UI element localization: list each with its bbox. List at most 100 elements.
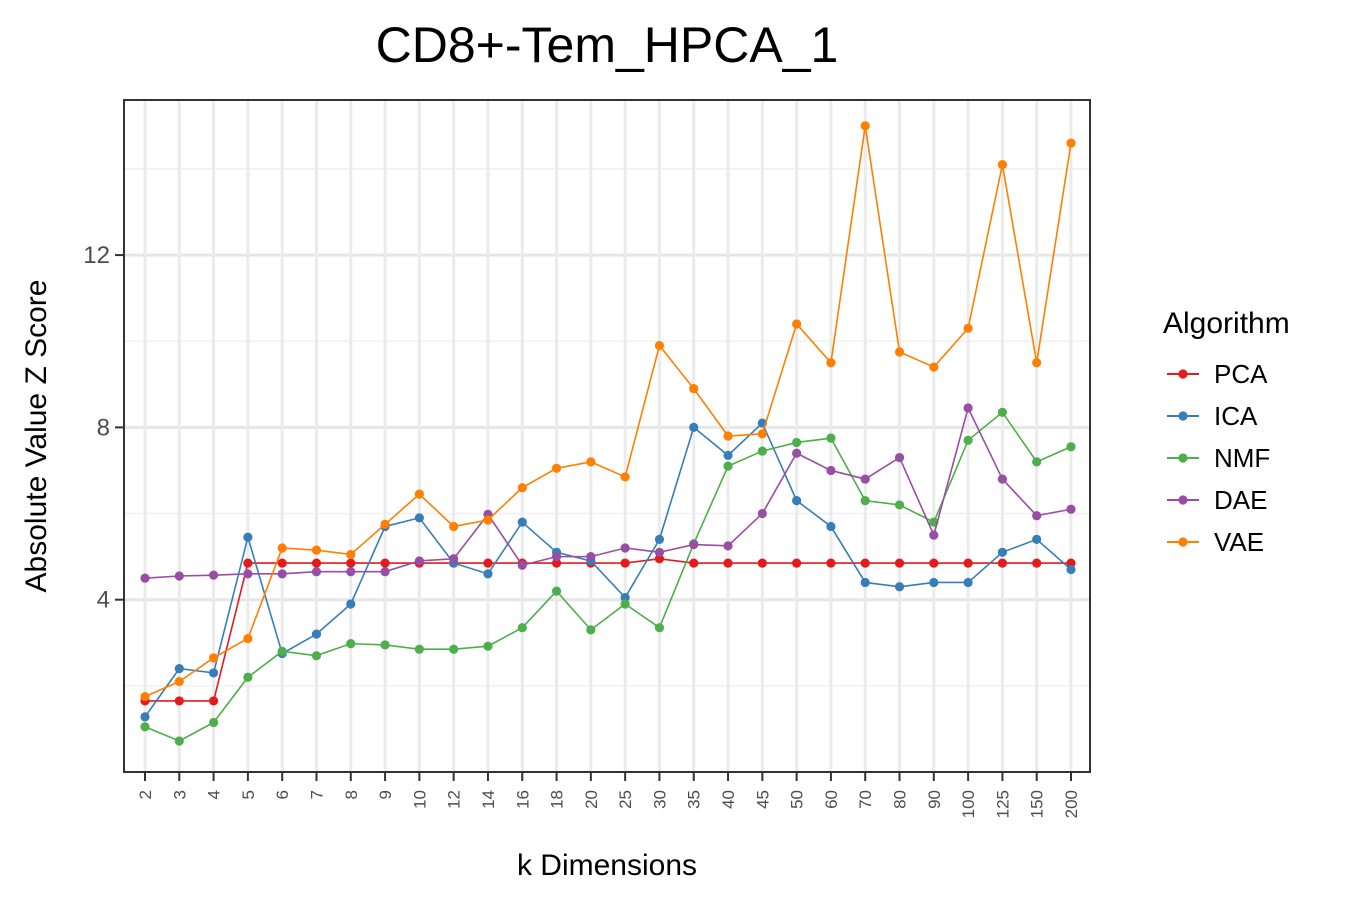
- data-point-pca: [654, 554, 665, 564]
- data-point-vae: [551, 463, 562, 473]
- legend-item-vae: VAE: [1167, 527, 1264, 557]
- data-point-dae: [586, 552, 596, 562]
- x-axis: 2 3 4 5 6 7 8 9 10 12 14 16 18 20 25 30 35 40 45 50 60 70 80 90…: [136, 772, 1081, 818]
- data-point-dae: [551, 552, 562, 562]
- data-point-vae: [860, 121, 870, 131]
- data-point-pca: [311, 558, 322, 568]
- x-tick-label: 40: [719, 790, 738, 809]
- data-point-pca: [929, 558, 939, 568]
- data-point-pca: [551, 558, 562, 568]
- data-point-dae: [380, 567, 390, 577]
- data-point-vae: [208, 653, 219, 663]
- legend-item-dae: DAE: [1167, 485, 1267, 515]
- data-point-dae: [311, 567, 322, 577]
- data-point-ica: [243, 532, 253, 542]
- y-axis: 4 8 12: [83, 242, 124, 614]
- data-point-nmf: [792, 437, 802, 448]
- series-vae: [140, 121, 1076, 702]
- data-point-pca: [792, 558, 802, 568]
- data-point-nmf: [723, 461, 733, 471]
- y-tick-label: 4: [97, 587, 110, 614]
- x-tick-label: 8: [342, 790, 361, 799]
- x-tick-label: 3: [170, 790, 189, 799]
- legend-label-vae: VAE: [1214, 527, 1264, 557]
- data-point-nmf: [1066, 442, 1076, 452]
- data-point-dae: [689, 539, 699, 550]
- data-point-vae: [792, 319, 802, 329]
- legend-marker-dae: [1178, 495, 1188, 505]
- legend: Algorithm PCA ICA NMF DAE VAE: [1163, 307, 1290, 557]
- x-tick-label: 20: [582, 790, 601, 809]
- data-point-nmf: [483, 641, 493, 651]
- data-point-dae: [449, 554, 459, 564]
- data-point-ica: [346, 599, 356, 609]
- data-point-nmf: [311, 651, 322, 661]
- data-point-pca: [826, 558, 836, 568]
- data-point-pca: [277, 558, 287, 568]
- series-line-dae: [144, 405, 1072, 579]
- x-tick-label: 70: [856, 790, 875, 809]
- data-point-pca: [620, 558, 630, 568]
- legend-items: PCA ICA NMF DAE VAE: [1167, 359, 1270, 557]
- series-line-nmf: [144, 411, 1072, 742]
- data-point-ica: [792, 496, 802, 506]
- data-point-nmf: [517, 623, 527, 633]
- data-point-pca: [346, 558, 356, 568]
- data-point-ica: [723, 450, 733, 460]
- data-point-ica: [140, 712, 150, 722]
- data-point-pca: [174, 696, 184, 706]
- data-point-pca: [689, 558, 699, 568]
- series-layer: [140, 121, 1076, 746]
- data-point-dae: [997, 474, 1008, 484]
- data-point-pca: [1032, 558, 1042, 568]
- data-point-dae: [723, 541, 733, 551]
- data-point-vae: [723, 431, 733, 441]
- x-tick-label: 2: [136, 790, 155, 799]
- series-line-vae: [144, 125, 1072, 698]
- data-point-ica: [689, 422, 699, 432]
- x-tick-label: 45: [753, 790, 772, 809]
- data-point-pca: [380, 558, 390, 568]
- data-point-ica: [1032, 534, 1042, 544]
- legend-marker-pca: [1178, 369, 1188, 379]
- data-point-ica: [517, 517, 527, 527]
- data-point-nmf: [586, 625, 596, 635]
- data-point-ica: [1066, 564, 1076, 575]
- data-point-nmf: [174, 736, 184, 746]
- data-point-dae: [208, 570, 219, 580]
- data-point-pca: [860, 558, 870, 568]
- series-line-pca: [145, 557, 1071, 702]
- data-point-pca: [208, 696, 219, 706]
- data-point-ica: [483, 569, 493, 579]
- data-point-vae: [929, 362, 939, 372]
- data-point-vae: [1066, 138, 1076, 148]
- data-point-nmf: [243, 672, 253, 682]
- data-point-vae: [757, 429, 767, 439]
- legend-marker-vae: [1178, 537, 1188, 547]
- data-point-pca: [757, 558, 767, 568]
- data-point-dae: [414, 556, 424, 566]
- data-point-dae: [620, 543, 630, 553]
- legend-label-nmf: NMF: [1214, 443, 1270, 473]
- data-point-dae: [174, 571, 184, 581]
- data-point-vae: [346, 549, 356, 560]
- data-point-pca: [723, 558, 733, 568]
- plot-border: [123, 99, 1091, 773]
- data-point-dae: [243, 569, 253, 579]
- data-point-vae: [620, 472, 630, 482]
- data-point-dae: [826, 465, 836, 476]
- data-point-vae: [963, 323, 973, 333]
- data-point-vae: [449, 521, 459, 532]
- data-point-vae: [689, 384, 699, 394]
- series-line-ica: [144, 421, 1072, 718]
- series-dae: [140, 403, 1076, 583]
- x-tick-label: 6: [273, 790, 292, 799]
- x-axis-title: k Dimensions: [517, 849, 697, 882]
- legend-item-ica: ICA: [1167, 401, 1258, 431]
- data-point-ica: [894, 582, 905, 592]
- data-point-vae: [517, 483, 527, 493]
- data-point-nmf: [757, 446, 767, 456]
- x-tick-label: 150: [1028, 790, 1047, 818]
- x-tick-label: 12: [445, 790, 464, 809]
